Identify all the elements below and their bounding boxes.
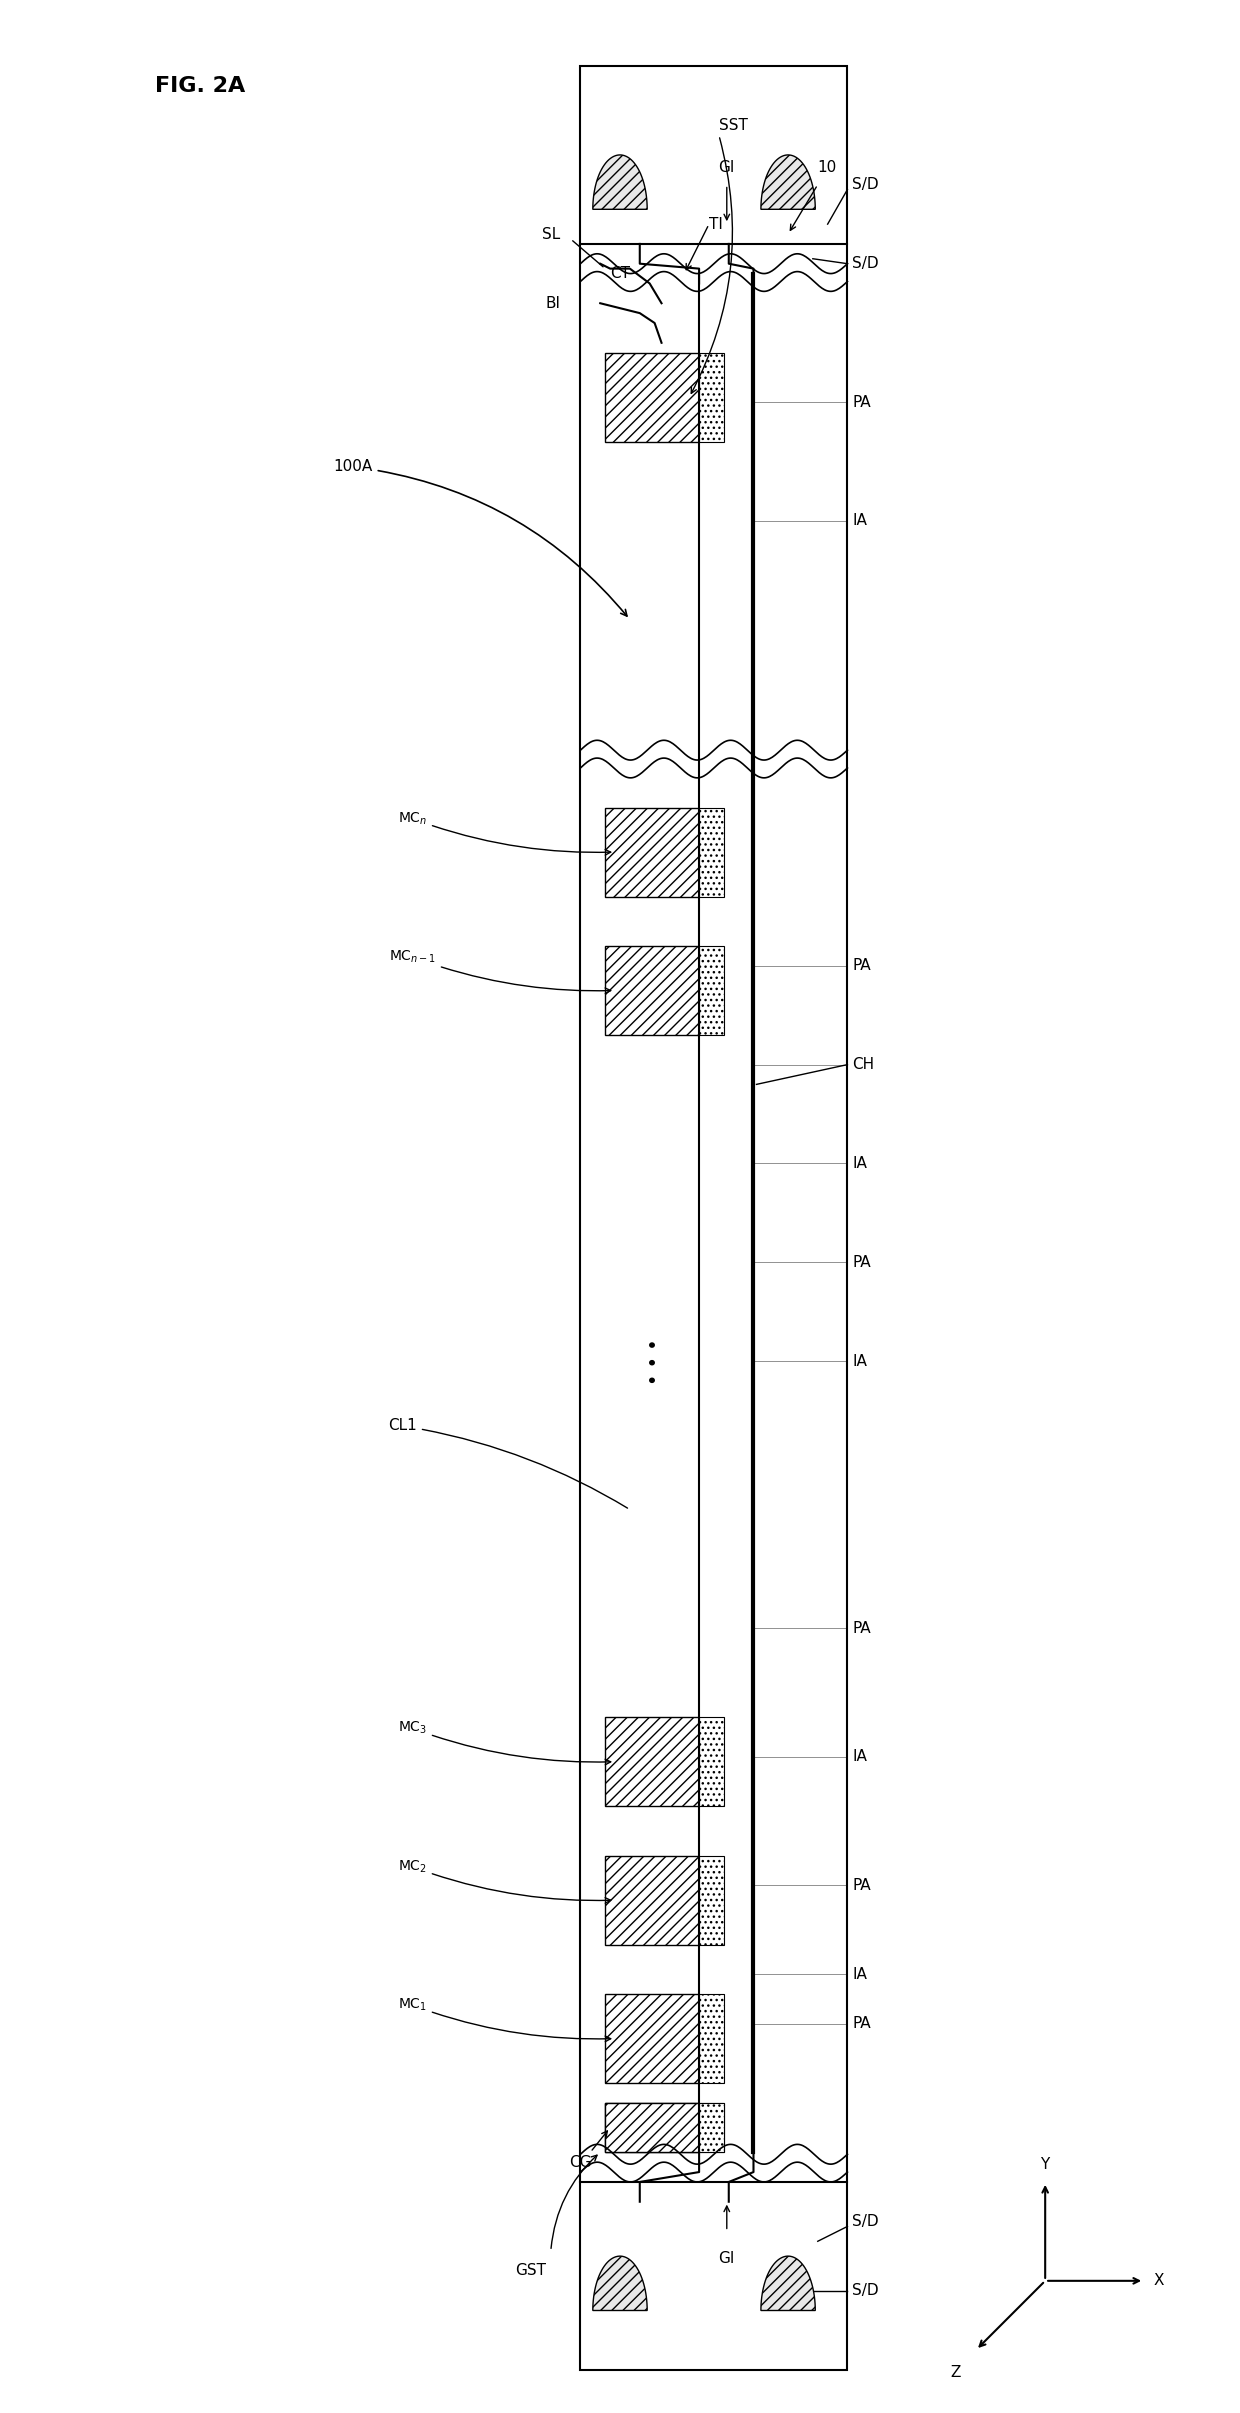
Text: S/D: S/D bbox=[852, 2283, 879, 2297]
Text: 10: 10 bbox=[817, 159, 837, 174]
Text: SST: SST bbox=[719, 118, 748, 133]
Text: GI: GI bbox=[719, 2251, 735, 2266]
FancyBboxPatch shape bbox=[580, 2181, 847, 2370]
FancyBboxPatch shape bbox=[605, 352, 699, 442]
PathPatch shape bbox=[593, 2256, 647, 2312]
PathPatch shape bbox=[593, 154, 647, 210]
Text: MC$_1$: MC$_1$ bbox=[398, 1998, 611, 2041]
Text: S/D: S/D bbox=[852, 176, 879, 193]
Text: TI: TI bbox=[709, 217, 723, 232]
FancyBboxPatch shape bbox=[699, 2102, 724, 2152]
FancyBboxPatch shape bbox=[699, 1718, 724, 1807]
Text: GST: GST bbox=[516, 2263, 547, 2278]
Text: 100A: 100A bbox=[334, 458, 627, 615]
Text: MC$_n$: MC$_n$ bbox=[398, 811, 611, 854]
Text: FIG. 2A: FIG. 2A bbox=[155, 75, 246, 97]
Text: GI: GI bbox=[719, 159, 735, 174]
FancyBboxPatch shape bbox=[605, 808, 699, 898]
Text: PA: PA bbox=[852, 1877, 870, 1892]
Text: PA: PA bbox=[852, 396, 870, 410]
FancyBboxPatch shape bbox=[699, 808, 724, 898]
FancyBboxPatch shape bbox=[699, 352, 724, 442]
Text: IA: IA bbox=[852, 1749, 867, 1764]
Text: S/D: S/D bbox=[852, 2215, 879, 2230]
PathPatch shape bbox=[761, 2256, 815, 2312]
Text: CT: CT bbox=[610, 265, 630, 280]
PathPatch shape bbox=[761, 154, 815, 210]
FancyBboxPatch shape bbox=[605, 1856, 699, 1945]
Text: PA: PA bbox=[852, 958, 870, 972]
Text: PA: PA bbox=[852, 1622, 870, 1636]
Text: X: X bbox=[1154, 2273, 1164, 2288]
Text: IA: IA bbox=[852, 1354, 867, 1368]
FancyBboxPatch shape bbox=[605, 2102, 699, 2152]
FancyBboxPatch shape bbox=[699, 2102, 724, 2152]
Text: MC$_{n-1}$: MC$_{n-1}$ bbox=[389, 948, 611, 994]
FancyBboxPatch shape bbox=[699, 946, 724, 1035]
Text: Y: Y bbox=[1040, 2157, 1050, 2172]
FancyBboxPatch shape bbox=[699, 1993, 724, 2082]
Text: CH: CH bbox=[852, 1057, 874, 1071]
FancyBboxPatch shape bbox=[605, 1993, 699, 2082]
Text: S/D: S/D bbox=[852, 256, 879, 270]
Text: CL1: CL1 bbox=[388, 1419, 627, 1508]
Text: IA: IA bbox=[852, 1967, 867, 1981]
Text: • • •: • • • bbox=[645, 1337, 665, 1385]
Text: Z: Z bbox=[951, 2365, 961, 2379]
Text: MC$_2$: MC$_2$ bbox=[398, 1858, 611, 1904]
Text: SL: SL bbox=[542, 227, 560, 241]
Text: IA: IA bbox=[852, 1156, 867, 1170]
Text: PA: PA bbox=[852, 1255, 870, 1269]
FancyBboxPatch shape bbox=[605, 1718, 699, 1807]
FancyBboxPatch shape bbox=[699, 1856, 724, 1945]
Text: PA: PA bbox=[852, 2017, 870, 2032]
Text: MC$_3$: MC$_3$ bbox=[398, 1720, 611, 1764]
Text: CG: CG bbox=[569, 2155, 591, 2169]
FancyBboxPatch shape bbox=[605, 946, 699, 1035]
FancyBboxPatch shape bbox=[605, 2102, 699, 2152]
Text: IA: IA bbox=[852, 514, 867, 528]
Text: BI: BI bbox=[546, 297, 560, 311]
FancyBboxPatch shape bbox=[580, 65, 847, 244]
